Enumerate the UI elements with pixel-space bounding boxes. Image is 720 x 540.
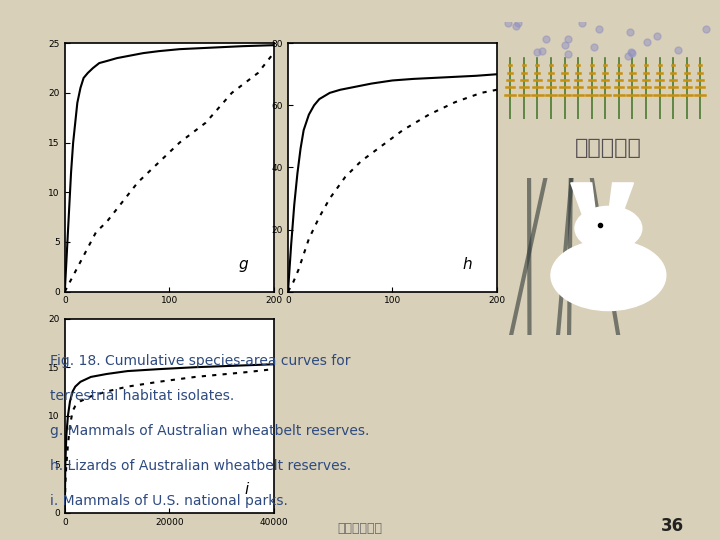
Text: Fig. 18. Cumulative species-area curves for: Fig. 18. Cumulative species-area curves … <box>50 354 351 368</box>
Text: 生物保育策略: 生物保育策略 <box>338 522 382 535</box>
Text: 36: 36 <box>661 517 684 535</box>
Ellipse shape <box>575 206 642 250</box>
Text: 陸域隣離區: 陸域隣離區 <box>575 138 642 159</box>
Polygon shape <box>571 183 596 217</box>
Text: i. Mammals of U.S. national parks.: i. Mammals of U.S. national parks. <box>50 494 288 508</box>
Text: h. Lizards of Australian wheatbelt reserves.: h. Lizards of Australian wheatbelt reser… <box>50 459 351 473</box>
Text: h: h <box>462 256 472 272</box>
Ellipse shape <box>551 240 666 310</box>
Text: terrestrial habitat isolates.: terrestrial habitat isolates. <box>50 389 235 403</box>
Polygon shape <box>608 183 634 217</box>
Text: g. Mammals of Australian wheatbelt reserves.: g. Mammals of Australian wheatbelt reser… <box>50 424 370 438</box>
Text: g: g <box>239 256 248 272</box>
Text: i: i <box>244 482 248 497</box>
